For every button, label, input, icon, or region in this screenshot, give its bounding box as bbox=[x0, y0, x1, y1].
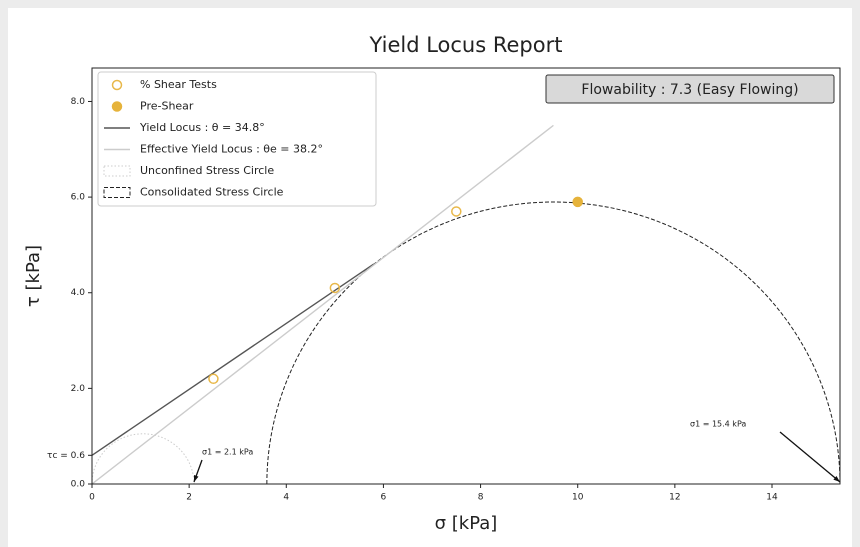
info-box-text: Flowability : 7.3 (Easy Flowing) bbox=[581, 82, 798, 98]
legend-marker bbox=[111, 79, 123, 91]
x-tick-label: 10 bbox=[572, 493, 584, 503]
y-tick-label: 0.0 bbox=[71, 480, 86, 490]
annotation: σ1 = 15.4 kPa bbox=[690, 420, 746, 429]
legend-label: % Shear Tests bbox=[140, 78, 217, 91]
y-tick-label: 8.0 bbox=[71, 97, 86, 107]
annotation: σ1 = 2.1 kPa bbox=[202, 448, 253, 457]
stress-circle bbox=[92, 433, 195, 484]
legend-marker bbox=[111, 101, 123, 112]
stress-circle bbox=[266, 201, 840, 484]
data-point bbox=[329, 282, 341, 294]
legend-label: Yield Locus : θ = 34.8° bbox=[139, 121, 265, 134]
x-tick-label: 14 bbox=[766, 493, 778, 503]
data-point bbox=[208, 373, 219, 385]
x-tick-label: 12 bbox=[669, 493, 680, 503]
legend-label: Effective Yield Locus : θe = 38.2° bbox=[140, 143, 323, 156]
axes-frame bbox=[91, 67, 841, 485]
y-tick-label: 6.0 bbox=[71, 193, 86, 203]
legend-marker bbox=[103, 165, 131, 177]
legend-marker bbox=[103, 187, 131, 198]
legend-label: Consolidated Stress Circle bbox=[140, 186, 284, 199]
x-axis-label: σ [kPa] bbox=[435, 513, 498, 534]
x-tick-label: 8 bbox=[478, 493, 484, 503]
annotation-arrow bbox=[779, 431, 841, 483]
info-box bbox=[545, 74, 835, 104]
y-tick-label: τc = 0.6 bbox=[47, 451, 85, 461]
x-tick-label: 0 bbox=[89, 493, 95, 503]
x-tick-label: 6 bbox=[381, 493, 387, 503]
y-tick-label: 2.0 bbox=[71, 384, 86, 394]
line bbox=[92, 263, 375, 456]
arrow-head bbox=[193, 475, 199, 482]
legend-box bbox=[97, 71, 377, 207]
chart-title: Yield Locus Report bbox=[369, 33, 563, 57]
arrow-head bbox=[833, 475, 840, 482]
plot-area bbox=[92, 124, 840, 484]
y-axis-label: τ [kPa] bbox=[23, 245, 44, 307]
x-tick-label: 4 bbox=[283, 493, 289, 503]
y-tick-label: 4.0 bbox=[71, 288, 86, 298]
data-point bbox=[572, 196, 583, 208]
data-point bbox=[451, 206, 462, 217]
line bbox=[92, 124, 554, 484]
legend-label: Unconfined Stress Circle bbox=[140, 164, 274, 177]
x-tick-label: 2 bbox=[186, 493, 192, 503]
legend-label: Pre-Shear bbox=[140, 100, 194, 113]
